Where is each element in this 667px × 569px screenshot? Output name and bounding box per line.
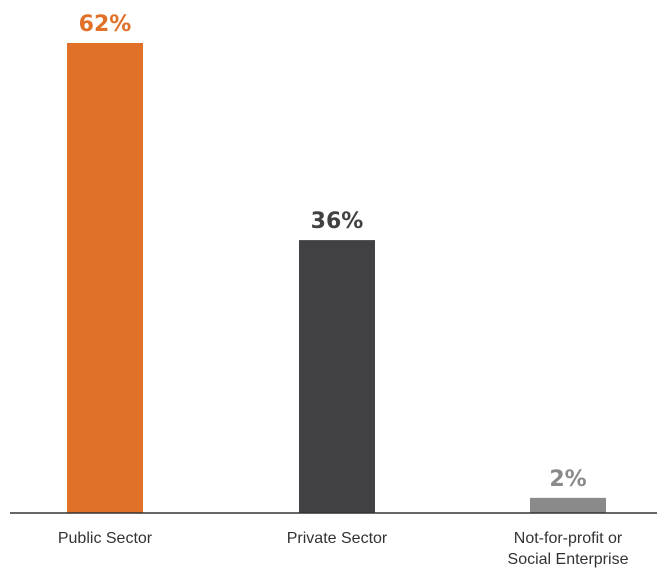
bar-0 [67,43,143,513]
category-label-2-line-0: Not-for-profit or [514,530,623,547]
category-label-2-line-1: Social Enterprise [508,551,629,568]
category-label-0-line-0: Public Sector [58,530,153,547]
value-label-2: 2% [549,467,586,492]
bar-2 [530,497,606,513]
labels-layer: 62% Public Sector 36% Private Sector 2% Not-f… [58,12,629,568]
value-label-1: 36% [311,209,364,234]
category-label-1-line-0: Private Sector [287,530,388,547]
value-label-0: 62% [79,12,132,37]
bar-1 [299,240,375,513]
bars-layer [67,43,606,513]
